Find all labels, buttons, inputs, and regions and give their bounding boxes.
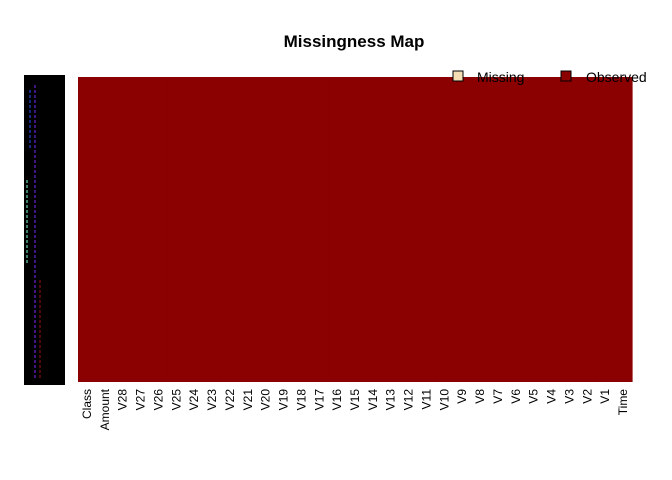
heatmap-column-v7: [489, 77, 508, 382]
heatmap-column-v6: [506, 77, 526, 382]
heatmap-column-v11: [417, 77, 437, 382]
x-tick-label: V19: [277, 389, 291, 411]
row-index-labels: [24, 75, 65, 385]
heatmap-column-v14: [363, 77, 383, 382]
x-tick-label: V25: [169, 389, 183, 411]
x-tick-label: V8: [473, 389, 487, 404]
x-tick-label: V16: [330, 389, 344, 411]
x-tick-label: Time: [616, 389, 630, 416]
heatmap-column-v5: [524, 77, 544, 382]
heatmap-column-v15: [346, 77, 365, 382]
legend-label-observed: Observed: [586, 69, 647, 85]
x-tick-label: V28: [116, 389, 130, 411]
x-tick-label: V26: [151, 389, 165, 411]
heatmap-column-v4: [542, 77, 562, 382]
heatmap-column-v1: [596, 77, 615, 382]
heatmap-column-v17: [310, 77, 329, 382]
x-tick-label: V12: [402, 389, 416, 411]
heatmap-column-v12: [399, 77, 419, 382]
heatmap-column-time: [614, 77, 633, 382]
x-tick-label: V23: [205, 389, 219, 411]
x-tick-label: V21: [241, 389, 255, 411]
chart-title: Missingness Map: [284, 32, 425, 51]
x-tick-label: V27: [134, 389, 148, 411]
x-tick-label: V13: [384, 389, 398, 411]
heatmap-column-v8: [471, 77, 490, 382]
x-tick-label: V9: [455, 389, 469, 404]
x-tick-label: V15: [348, 389, 362, 411]
heatmap-column-v21: [238, 77, 258, 382]
heatmap-column-v13: [381, 77, 401, 382]
row-label-strip: [24, 75, 65, 385]
heatmap-column-v27: [131, 77, 151, 382]
x-tick-label: V4: [545, 389, 559, 404]
heatmap-column-v19: [274, 77, 294, 382]
heatmap-column-v26: [149, 77, 168, 382]
heatmap-column-v23: [203, 77, 222, 382]
heatmap-column-v25: [167, 77, 186, 382]
x-tick-label: V2: [580, 389, 594, 404]
x-tick-label: V1: [598, 389, 612, 404]
x-tick-label: Amount: [98, 388, 112, 430]
x-tick-label: V20: [259, 389, 273, 411]
heatmap-column-v20: [256, 77, 276, 382]
x-tick-label: V6: [509, 389, 523, 404]
x-tick-label: Class: [80, 389, 94, 419]
heatmap-column-v18: [292, 77, 311, 382]
x-tick-label: V17: [312, 389, 326, 411]
legend-label-missing: Missing: [477, 69, 524, 85]
legend-swatch-missing: [452, 70, 464, 82]
x-tick-label: V11: [419, 389, 433, 410]
x-tick-label: V5: [527, 389, 541, 404]
heatmap-column-v9: [453, 77, 472, 382]
x-tick-label: V7: [491, 389, 505, 404]
heatmap-column-v24: [185, 77, 204, 382]
x-tick-label: V14: [366, 389, 380, 411]
heatmap-column-v28: [113, 77, 133, 382]
x-tick-label: V18: [294, 389, 308, 411]
plot-area: [78, 77, 633, 382]
heatmap-column-class: [78, 77, 97, 382]
x-tick-label: V22: [223, 389, 237, 411]
x-tick-label: V10: [437, 389, 451, 411]
heatmap-column-v3: [560, 77, 579, 382]
x-tick-label: V24: [187, 389, 201, 411]
heatmap-column-v22: [220, 77, 240, 382]
legend: Missing Observed: [452, 69, 647, 85]
heatmap-column-v2: [578, 77, 597, 382]
heatmap-column-v16: [328, 77, 347, 382]
x-tick-labels: Class Amount V28 V27 V26 V25 V24 V23 V22 V21 V20 V1…: [80, 388, 630, 430]
heatmap-column-v10: [435, 77, 454, 382]
legend-swatch-observed: [560, 70, 572, 82]
heatmap-column-amount: [95, 77, 115, 382]
x-tick-label: V3: [562, 389, 576, 404]
